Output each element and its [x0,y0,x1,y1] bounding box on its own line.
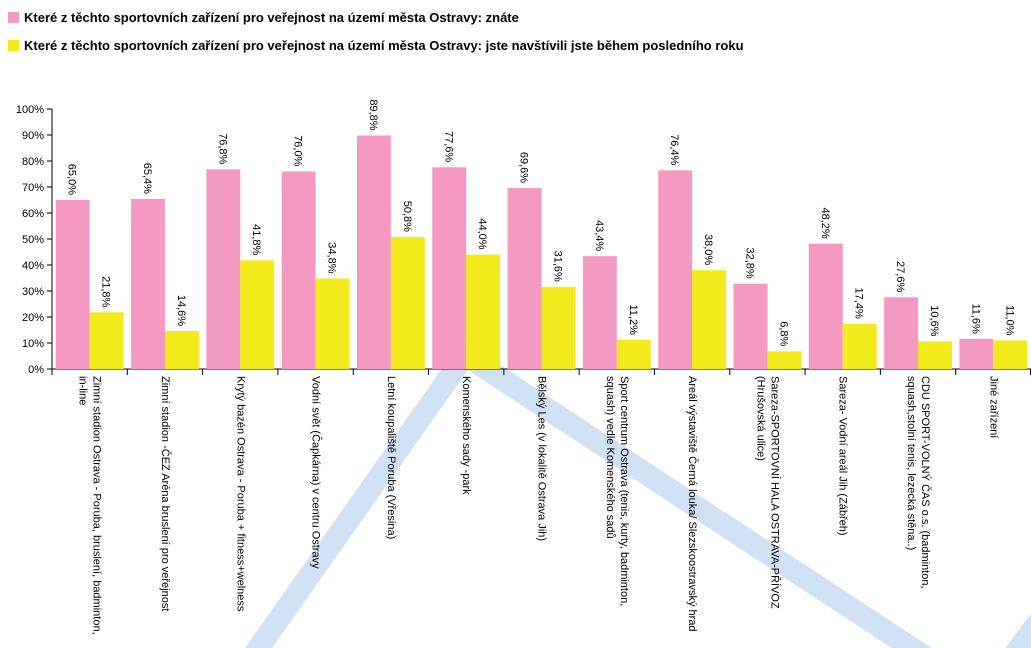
data-label: 48,2% [819,207,831,238]
bar [842,323,877,369]
x-tick-label: CDU SPORT-VOLNÝ ČAS o.s. (badminton, squ… [905,376,932,589]
bar [55,200,90,369]
bar [206,169,241,369]
data-label: 43,4% [593,220,605,251]
x-tick-label: Sport centrum Ostrava (tenis, kurty, bad… [603,376,630,607]
data-label: 11,2% [627,305,639,336]
bar [356,135,391,369]
bar [808,243,843,369]
x-tick-label: Krytý bazén Ostrava - Poruba + fitness+w… [234,376,247,612]
bar [432,167,467,369]
y-tick-label: 70% [22,182,44,194]
data-label: 27,6% [894,261,906,292]
data-label: 11,0% [1003,305,1015,336]
data-label: 76,4% [668,134,680,165]
data-label: 10,6% [928,305,940,336]
data-label: 76,0% [292,135,304,166]
bar [315,278,350,369]
data-label: 69,6% [518,152,530,183]
bar [692,270,727,369]
legend-swatch [8,12,19,23]
bar [884,297,919,369]
data-label: 65,4% [141,163,153,194]
bar [507,188,542,369]
bar [918,341,952,369]
data-label: 14,6% [175,295,187,326]
legend-label: Které z těchto sportovních zařízení pro … [24,38,744,53]
y-tick-label: 100% [16,104,44,116]
bar [616,339,651,369]
y-tick-label: 40% [22,260,44,272]
bar [240,260,275,369]
bar [541,286,576,369]
x-tick-label: Zimní stadion Ostrava - Poruba, bruslení… [76,376,103,635]
bar [131,198,165,369]
y-tick-label: 80% [22,156,44,168]
bar [767,351,802,369]
y-tick-label: 30% [22,286,44,298]
data-label: 6,8% [777,321,789,346]
data-label: 38,0% [702,234,714,265]
data-label: 65,0% [66,164,78,195]
x-tick-label: Sareza-SPORTOVNÍ HALA OSTRAVA-PŘÍVOZ (Hr… [754,376,781,609]
data-label: 17,4% [853,288,865,319]
x-tick-label: Sareza- Vodní areál Jih (Zábřeh) [836,376,849,536]
y-tick-label: 60% [22,208,44,220]
bar [466,254,501,369]
y-tick-label: 50% [22,234,44,246]
legend-label: Které z těchto sportovních zařízení pro … [24,10,519,25]
y-tick-label: 10% [22,338,44,350]
x-tick-label: Jiné zařízení [987,376,1000,439]
data-label: 31,6% [551,251,563,282]
x-tick-label: Letní koupaliště Poruba (Vřesina) [384,376,397,540]
y-tick-label: 20% [22,312,44,324]
bar [959,338,994,369]
data-label: 76,8% [216,133,228,164]
data-label: 77,6% [442,131,454,162]
x-tick-label: Vodní svět (Čapkárna) v centru Ostravy [309,376,322,569]
data-label: 50,8% [401,201,413,232]
x-tick-label: Zimní stadion -ČEZ Aréna bruslení pro ve… [158,376,171,612]
y-tick-label: 0% [28,364,44,376]
legend-swatch [8,40,19,51]
data-label: 44,0% [476,218,488,249]
bar [733,283,768,369]
data-label: 89,8% [367,99,379,130]
data-label: 21,8% [100,276,112,307]
x-tick-label: Komenského sady -park [460,376,473,495]
data-label: 11,6% [969,303,981,334]
x-tick-label: Bělský Les (v lokalitě Ostrava Jih) [535,376,548,542]
data-label: 41,8% [250,224,262,255]
bar [582,256,617,369]
bar [281,171,316,369]
data-label: 34,8% [326,242,338,273]
bar [658,170,693,369]
x-tick-label: Areál výstaviště Černá louka/ Slezskoost… [686,376,699,632]
y-tick-label: 90% [22,130,44,142]
bar [164,331,199,369]
data-label: 32,8% [743,248,755,279]
bar [993,340,1028,369]
bar [390,236,425,369]
bar [89,312,124,369]
